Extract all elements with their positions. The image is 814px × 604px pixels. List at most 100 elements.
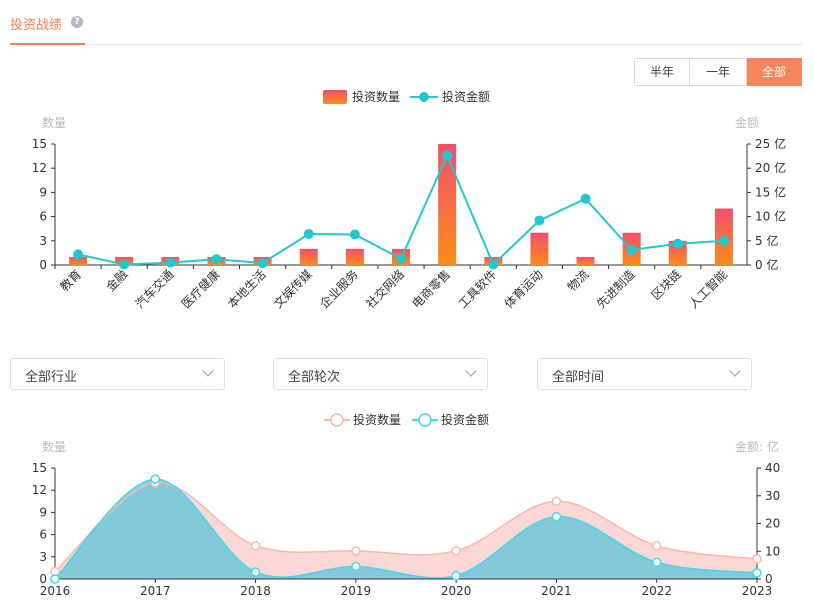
chevron-down-icon: [465, 365, 477, 377]
time-select-value: 全部时间: [552, 370, 605, 385]
point-amount-2020: [451, 570, 461, 581]
point-amount-文娱传媒: [303, 229, 314, 240]
y-right-tick-label: 5 亿: [755, 233, 778, 248]
x-tick-label: 2022: [641, 584, 672, 598]
y-right-tick-label: 20: [765, 517, 780, 531]
point-amount-电商零售: [442, 150, 453, 161]
x-tick-label: 企业服务: [316, 267, 361, 312]
x-tick-label: 教育: [57, 267, 85, 295]
y-left-tick-label: 15: [32, 461, 47, 475]
x-tick-label: 社交网络: [363, 267, 408, 312]
y-left-tick-label: 6: [39, 210, 47, 224]
point-amount-2019: [351, 561, 361, 572]
bar-区块链: [668, 240, 687, 265]
y-left-tick-label: 12: [32, 483, 47, 497]
point-amount-先进制造: [626, 244, 637, 255]
chevron-down-icon: [202, 365, 214, 377]
y-left-tick-label: 0: [39, 258, 47, 272]
legend-label-amount: 投资金额: [441, 412, 489, 427]
point-amount-物流: [580, 193, 591, 204]
x-tick-label: 体育运动: [501, 267, 546, 312]
x-tick-label: 本地生活: [225, 267, 269, 311]
point-amount-2016: [50, 574, 60, 584]
y-left-tick-label: 0: [39, 572, 47, 586]
y-right-tick-label: 20 亿: [755, 160, 786, 175]
point-count-2020: [451, 546, 461, 556]
legend-label-count: 投资数量: [353, 412, 401, 427]
y-left-tick-label: 3: [39, 550, 47, 564]
legend-swatch-count: [323, 90, 347, 104]
y-left-tick-label: 9: [39, 185, 47, 199]
x-tick-label: 2017: [140, 584, 171, 598]
area-amount: [55, 479, 757, 579]
point-amount-汽车交通: [165, 257, 176, 268]
point-amount-2022: [651, 557, 662, 568]
y-right-tick-label: 25 亿: [755, 136, 786, 151]
legend-marker-amount: [419, 92, 429, 102]
y-right-tick-label: 15 亿: [755, 184, 786, 199]
legend-label-count: 投资数量: [352, 89, 400, 104]
period-one-year-button[interactable]: 一年: [690, 58, 747, 86]
y-right-tick-label: 10 亿: [755, 209, 786, 224]
bar-体育运动: [530, 232, 549, 265]
period-all-button[interactable]: 全部: [747, 58, 802, 86]
y-left-tick-label: 3: [39, 234, 47, 248]
bar-电商零售: [438, 144, 457, 265]
bar-物流: [576, 256, 595, 265]
x-tick-label: 工具软件: [456, 267, 500, 311]
point-amount-2021: [551, 511, 562, 522]
point-count-2018: [250, 540, 261, 551]
y-left-tick-label: 15: [32, 137, 47, 151]
question-circle-icon[interactable]: ?: [71, 16, 83, 28]
y-right-tick-label: 0 亿: [755, 257, 778, 272]
x-tick-label: 2020: [441, 584, 472, 598]
chevron-down-icon: [729, 365, 741, 377]
x-tick-label: 人工智能: [685, 267, 730, 312]
point-amount-金融: [119, 259, 130, 270]
round-select-value: 全部轮次: [288, 370, 341, 385]
x-tick-label: 2019: [341, 584, 372, 598]
point-amount-2018: [250, 567, 261, 577]
y-right-tick-label: 0: [765, 572, 773, 586]
x-tick-label: 电商零售: [409, 267, 454, 312]
point-count-2019: [351, 546, 361, 556]
x-tick-label: 先进制造: [594, 267, 638, 311]
point-amount-人工智能: [718, 235, 729, 246]
x-tick-label: 文娱传媒: [270, 267, 315, 312]
section-header: 投资战绩 ?: [10, 0, 802, 45]
point-amount-医疗健康: [211, 254, 222, 265]
point-amount-2023: [752, 568, 762, 578]
bar-文娱传媒: [299, 248, 318, 265]
point-amount-本地生活: [257, 258, 268, 269]
point-amount-区块链: [672, 238, 683, 249]
y-right-title: 金额: [735, 115, 759, 130]
time-select[interactable]: 全部时间: [537, 358, 752, 390]
round-select[interactable]: 全部轮次: [273, 358, 488, 390]
y-left-tick-label: 6: [39, 528, 47, 542]
point-count-2022: [651, 540, 662, 551]
y-right-tick-label: 40: [765, 461, 780, 475]
legend-label-amount: 投资金额: [442, 89, 490, 104]
point-amount-体育运动: [534, 215, 545, 226]
tab-investment-record[interactable]: 投资战绩: [10, 18, 63, 33]
x-tick-label: 2018: [240, 584, 271, 598]
x-tick-label: 区块链: [648, 267, 684, 303]
bar-企业服务: [345, 248, 364, 265]
x-tick-label: 物流: [565, 267, 592, 294]
y-left-title: 数量: [42, 439, 66, 454]
point-amount-企业服务: [349, 229, 360, 240]
y-right-title: 金额: 亿: [735, 439, 779, 454]
x-tick-label: 汽车交通: [132, 267, 177, 312]
industry-select[interactable]: 全部行业: [10, 358, 225, 390]
y-right-tick-label: 30: [765, 489, 780, 503]
industry-select-value: 全部行业: [25, 370, 78, 385]
bar-教育: [69, 256, 88, 265]
point-amount-教育: [73, 249, 84, 260]
x-tick-label: 2016: [40, 584, 71, 598]
y-left-tick-label: 9: [39, 505, 47, 519]
x-tick-label: 金融: [103, 267, 131, 295]
point-amount-2017: [150, 474, 161, 484]
period-half-year-button[interactable]: 半年: [634, 58, 690, 86]
